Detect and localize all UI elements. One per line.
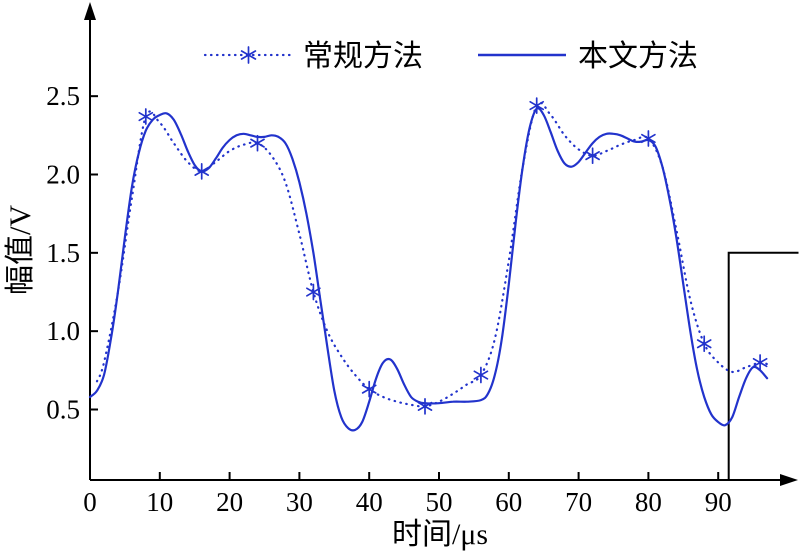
data-point-asterisk-marker [752, 354, 768, 371]
x-tick-label: 50 [426, 487, 453, 517]
x-tick-label: 10 [146, 487, 173, 517]
series-line-1 [88, 107, 769, 432]
x-tick-label: 0 [83, 487, 97, 517]
legend-label-conventional: 常规方法 [303, 40, 423, 73]
data-point-asterisk-marker [696, 335, 712, 353]
data-point-asterisk-marker [138, 108, 154, 125]
x-tick-label: 20 [216, 487, 243, 517]
plot-layer: 0 10 20 30 40 50 60 70 80 90 0.5 1.0 1.5 2.0 2.5 [46, 2, 799, 517]
x-axis-arrow [780, 474, 798, 486]
y-tick-label: 2.0 [46, 160, 80, 190]
y-tick-label: 1.0 [46, 316, 80, 346]
series-line-0 [95, 101, 769, 408]
data-point-asterisk-marker [417, 398, 433, 415]
x-tick-label: 30 [286, 487, 313, 517]
x-tick-label: 80 [635, 487, 662, 517]
y-axis-arrow [84, 2, 96, 20]
x-axis-label: 时间/μs [392, 518, 488, 551]
x-tick-label: 60 [495, 487, 522, 517]
y-tick-label: 1.5 [46, 238, 80, 268]
data-point-asterisk-marker [473, 366, 489, 384]
x-tick-label: 70 [565, 487, 592, 517]
y-axis-label: 幅值/V [4, 205, 37, 295]
x-tick-label: 90 [705, 487, 732, 517]
asterisk-marker-icon [240, 46, 257, 64]
legend: 常规方法 本文方法 [203, 40, 698, 73]
legend-label-proposed: 本文方法 [578, 40, 698, 73]
data-point-asterisk-marker [585, 147, 600, 165]
y-tick-label: 0.5 [46, 395, 80, 425]
y-tick-label: 2.5 [46, 81, 80, 111]
reference-step-line [727, 251, 799, 480]
x-tick-label: 40 [356, 487, 383, 517]
data-point-asterisk-marker [250, 134, 265, 152]
data-point-asterisk-marker [529, 97, 545, 114]
